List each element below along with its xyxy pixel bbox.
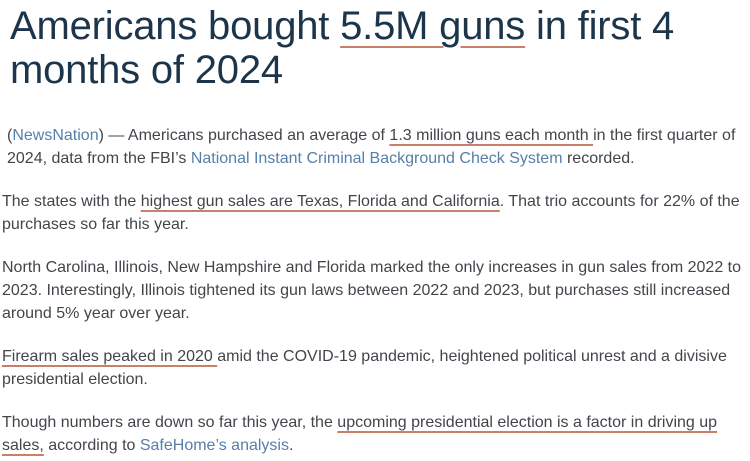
- state-sales-link[interactable]: highest gun sales are Texas, Florida and…: [140, 193, 500, 210]
- article-body: (NewsNation) — Americans purchased an av…: [2, 124, 746, 457]
- guns-total-link[interactable]: 5.5M guns: [340, 4, 526, 48]
- text-run: (: [7, 127, 13, 144]
- text-run: according to: [43, 437, 140, 454]
- monthly-average-link[interactable]: 1.3 million guns each month: [389, 127, 594, 144]
- text-run: in first 4 months of 2024: [10, 4, 675, 92]
- newsnation-link[interactable]: NewsNation: [12, 127, 99, 144]
- text-run: The states with the: [2, 193, 141, 210]
- sales-peak-link[interactable]: Firearm sales peaked in 2020: [2, 348, 218, 365]
- article-headline: Americans bought 5.5M guns in first 4 mo…: [10, 4, 738, 92]
- text-run: . That trio accounts for 22% of the purc…: [2, 193, 740, 233]
- text-run: in the first quarter of 2024, data from …: [7, 127, 736, 167]
- text-run: North Carolina, Illinois, New Hampshire …: [2, 259, 742, 322]
- election-driver-link[interactable]: upcoming presidential election is a fact…: [2, 414, 718, 454]
- article-paragraph: Firearm sales peaked in 2020 amid the CO…: [2, 345, 746, 391]
- text-run: ) — Americans purchased an average of: [98, 127, 390, 144]
- text-run: recorded.: [562, 150, 635, 167]
- safehome-link[interactable]: SafeHome’s analysis: [139, 437, 289, 454]
- text-run: .: [288, 437, 294, 454]
- text-run: Americans bought: [10, 4, 341, 48]
- article-paragraph: (NewsNation) — Americans purchased an av…: [2, 124, 746, 170]
- text-run: amid the COVID-19 pandemic, heightened p…: [2, 348, 727, 388]
- nics-link[interactable]: National Instant Criminal Background Che…: [190, 150, 563, 167]
- text-run: Though numbers are down so far this year…: [2, 414, 338, 431]
- article-paragraph: The states with the highest gun sales ar…: [2, 190, 746, 236]
- article-paragraph: Though numbers are down so far this year…: [2, 411, 746, 457]
- article-paragraph: North Carolina, Illinois, New Hampshire …: [2, 256, 746, 325]
